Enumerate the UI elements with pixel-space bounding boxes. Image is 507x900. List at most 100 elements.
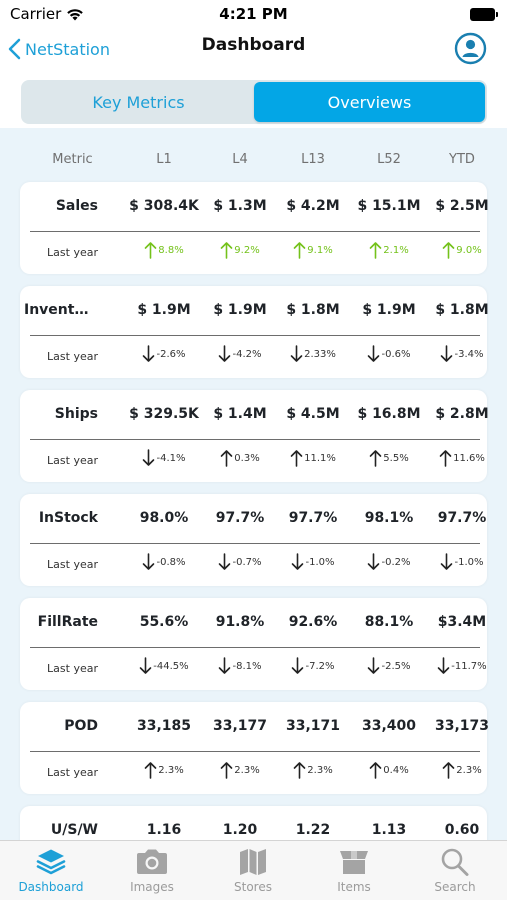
column-header-metric: Metric <box>52 152 93 167</box>
metric-value: 98.0% <box>139 510 189 526</box>
metric-card[interactable]: Invento... $ 1.9M $ 1.9M $ 1.8M $ 1.9M $ 1.8M… <box>20 286 489 378</box>
metric-value: 33,400 <box>361 718 417 734</box>
change-value: 11.6% <box>453 452 485 464</box>
arrow-down-icon <box>143 553 155 570</box>
change-value: -2.6% <box>156 348 186 360</box>
metric-name: FillRate <box>37 614 98 630</box>
change-value: -4.2% <box>232 348 262 360</box>
change-value: -2.5% <box>381 660 411 672</box>
arrow-up-icon <box>220 450 233 467</box>
metric-value: $ 1.8M <box>286 302 340 318</box>
metric-value: $ 1.9M <box>137 302 191 318</box>
column-header-l13: L13 <box>301 152 325 167</box>
change-indicator: 5.5% <box>351 449 427 467</box>
card-divider <box>30 647 480 648</box>
tab-stores[interactable]: Stores <box>203 847 303 899</box>
column-header-l4: L4 <box>232 152 248 167</box>
arrow-up-icon <box>144 242 157 259</box>
profile-button[interactable] <box>454 32 487 65</box>
arrow-up-icon <box>293 242 306 259</box>
arrow-down-icon <box>219 345 231 362</box>
change-indicator: -1.0% <box>275 553 351 571</box>
metric-value: 91.8% <box>215 614 265 630</box>
arrow-up-icon <box>442 242 455 259</box>
change-indicator: -44.5% <box>126 657 202 675</box>
last-year-row: Last year -2.6% -4.2% 2.33% -0.6% -3.4% <box>20 336 487 378</box>
back-button[interactable]: NetStation <box>8 33 110 65</box>
change-indicator: 9.0% <box>424 241 500 259</box>
arrow-up-icon <box>369 762 382 779</box>
arrow-up-icon <box>220 762 233 779</box>
metric-value: $ 1.4M <box>213 406 267 422</box>
arrow-up-icon <box>439 450 452 467</box>
last-year-label: Last year <box>47 662 98 675</box>
card-divider <box>30 751 480 752</box>
metric-card[interactable]: POD 33,185 33,177 33,171 33,400 33,173 Last ye… <box>20 702 489 794</box>
last-year-label: Last year <box>47 558 98 571</box>
metric-name: U/S/W <box>50 822 98 838</box>
column-header-l52: L52 <box>377 152 401 167</box>
metric-value: 98.1% <box>364 510 414 526</box>
metric-value: 92.6% <box>288 614 338 630</box>
tab-items[interactable]: Items <box>304 847 404 899</box>
change-value: 0.4% <box>383 764 409 776</box>
segment-overviews[interactable]: Overviews <box>254 82 485 122</box>
tab-stores-label: Stores <box>234 880 272 894</box>
metric-value-row: Ships $ 329.5K $ 1.4M $ 4.5M $ 16.8M $ 2.8M <box>20 390 489 436</box>
arrow-up-icon <box>442 762 455 779</box>
change-value: 2.1% <box>383 244 409 256</box>
arrow-down-icon <box>143 449 155 466</box>
metric-value: 1.13 <box>371 822 407 838</box>
metric-value: $ 15.1M <box>357 198 421 214</box>
change-indicator: -4.1% <box>126 449 202 467</box>
change-indicator: 9.2% <box>202 241 278 259</box>
tab-search[interactable]: Search <box>405 847 505 899</box>
search-icon <box>441 848 469 876</box>
arrow-down-icon <box>219 553 231 570</box>
change-value: -1.0% <box>454 556 484 568</box>
back-button-label: NetStation <box>25 39 110 59</box>
tab-images[interactable]: Images <box>102 847 202 899</box>
metric-value: 97.7% <box>437 510 487 526</box>
change-indicator: 0.4% <box>351 761 427 779</box>
change-value: -7.2% <box>305 660 335 672</box>
metric-card[interactable]: U/S/W 1.16 1.20 1.22 1.13 0.60 <box>20 806 487 840</box>
segmented-control: Key Metrics Overviews <box>21 80 487 124</box>
metric-card[interactable]: Sales $ 308.4K $ 1.3M $ 4.2M $ 15.1M $ 2.5M La… <box>20 182 489 274</box>
change-indicator: -8.1% <box>202 657 278 675</box>
arrow-up-icon <box>220 242 233 259</box>
change-indicator: -0.2% <box>351 553 427 571</box>
change-value: 2.3% <box>307 764 333 776</box>
last-year-row: Last year -4.1% 0.3% 11.1% 5.5% 11.6% <box>20 440 487 482</box>
change-value: 9.2% <box>234 244 260 256</box>
tab-images-label: Images <box>130 880 174 894</box>
card-divider <box>30 543 480 544</box>
change-indicator: 2.3% <box>424 761 500 779</box>
tab-dashboard[interactable]: Dashboard <box>1 847 101 899</box>
change-value: -11.7% <box>451 660 487 672</box>
metric-value: $ 2.5M <box>435 198 489 214</box>
last-year-label: Last year <box>47 454 98 467</box>
last-year-label: Last year <box>47 766 98 779</box>
metric-card[interactable]: Ships $ 329.5K $ 1.4M $ 4.5M $ 16.8M $ 2.8M La… <box>20 390 489 482</box>
change-indicator: 11.6% <box>424 449 500 467</box>
arrow-down-icon <box>290 345 303 362</box>
change-value: 8.8% <box>158 244 184 256</box>
last-year-row: Last year -0.8% -0.7% -1.0% -0.2% -1.0% <box>20 544 487 586</box>
wifi-icon <box>67 8 84 20</box>
change-value: -0.6% <box>381 348 411 360</box>
metric-card[interactable]: FillRate 55.6% 91.8% 92.6% 88.1% $3.4M Last ye… <box>20 598 487 690</box>
change-value: 2.3% <box>234 764 260 776</box>
metric-value-row: Sales $ 308.4K $ 1.3M $ 4.2M $ 15.1M $ 2.5M <box>20 182 489 228</box>
metric-card[interactable]: InStock 98.0% 97.7% 97.7% 98.1% 97.7% Last yea… <box>20 494 487 586</box>
change-value: -3.4% <box>454 348 484 360</box>
metric-value-row: POD 33,185 33,177 33,171 33,400 33,173 <box>20 702 489 748</box>
segment-key-metrics[interactable]: Key Metrics <box>92 92 185 112</box>
change-indicator: -4.2% <box>202 345 278 363</box>
metrics-list[interactable]: Metric L1 L4 L13 L52 YTD Sales $ 308.4K $ … <box>0 128 507 840</box>
change-value: 5.5% <box>383 452 409 464</box>
column-header-l1: L1 <box>156 152 172 167</box>
change-value: 2.3% <box>158 764 184 776</box>
change-indicator: -0.7% <box>202 553 278 571</box>
metric-value: $ 1.8M <box>435 302 489 318</box>
